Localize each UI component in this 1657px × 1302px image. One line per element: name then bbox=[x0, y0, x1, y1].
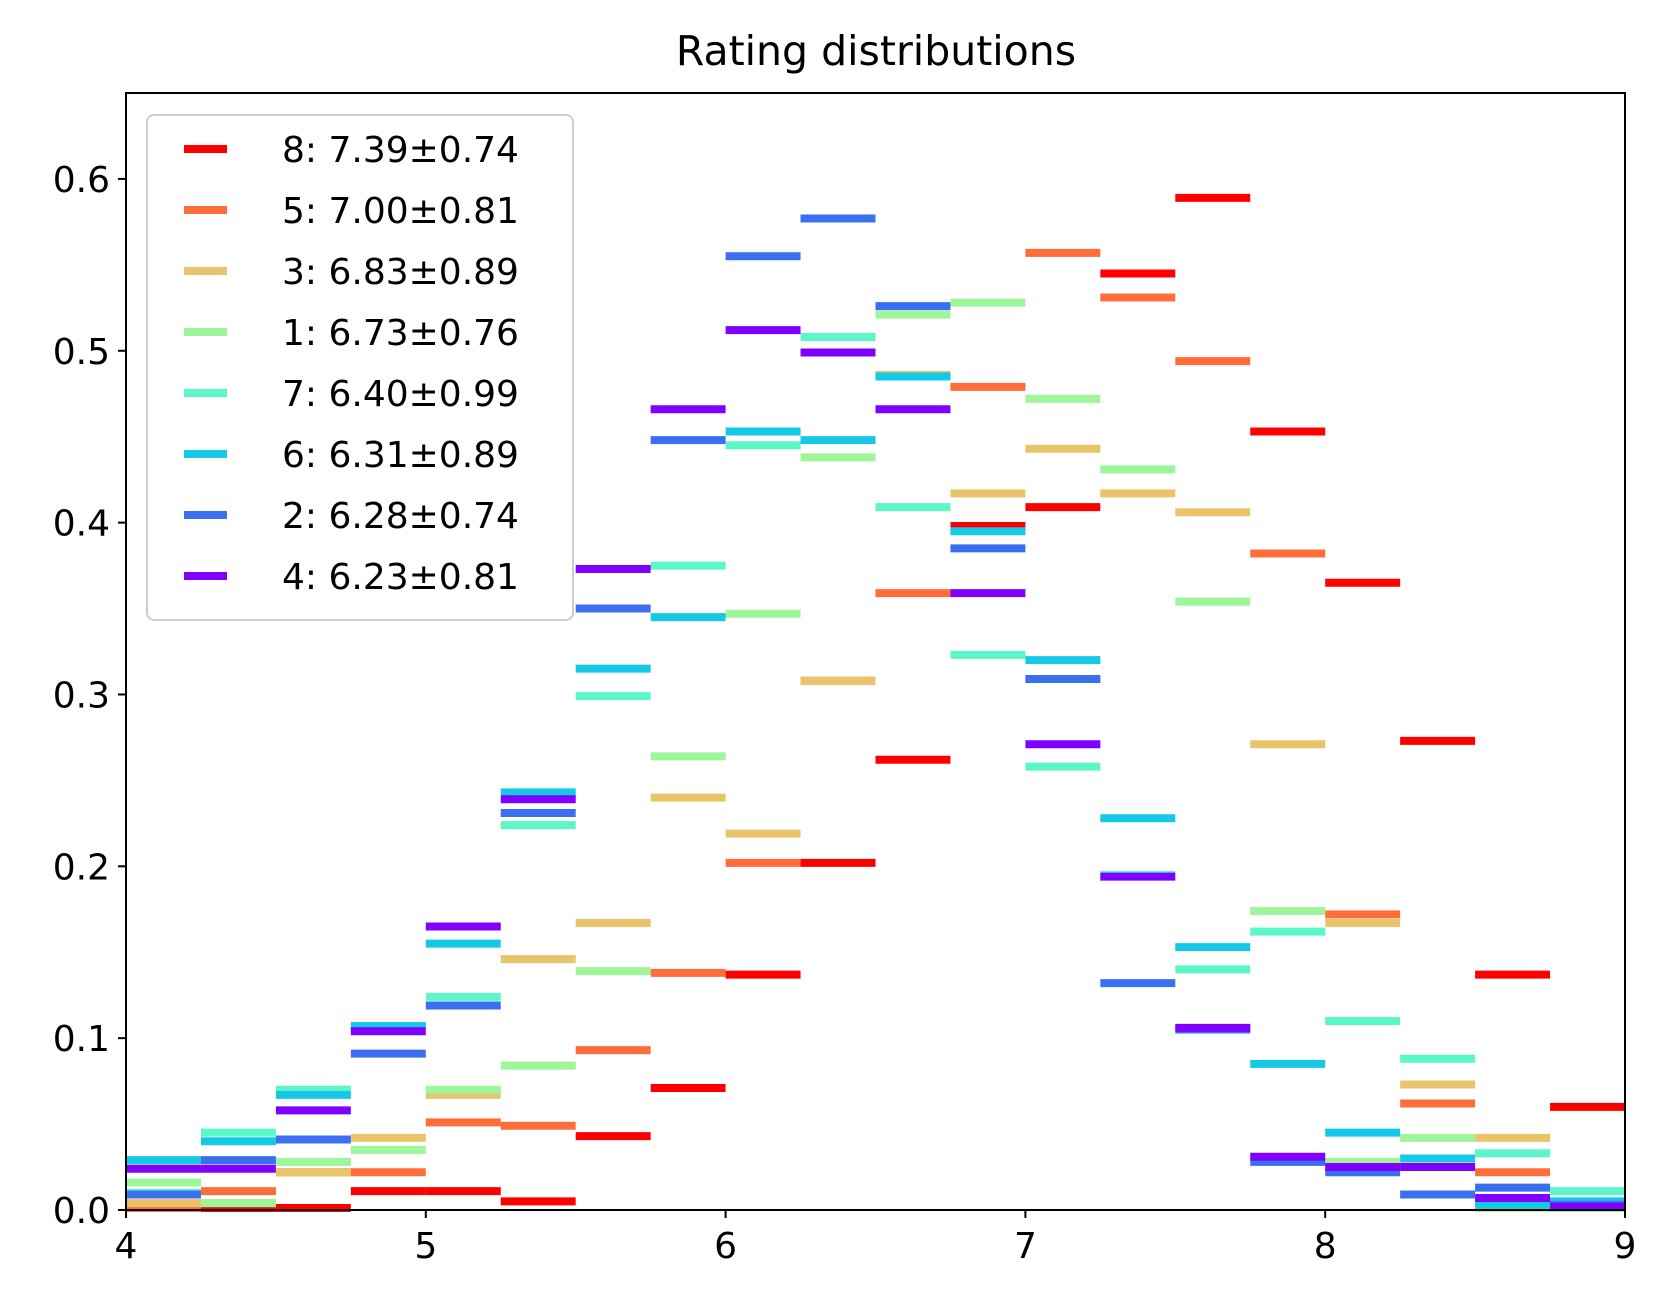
legend-label: 8: 7.39±0.74 bbox=[282, 130, 519, 171]
legend-label: 4: 6.23±0.81 bbox=[282, 557, 519, 598]
series-4 bbox=[126, 298, 1625, 1212]
legend-item: 2: 6.28±0.74 bbox=[184, 496, 519, 537]
series-bars bbox=[126, 193, 1625, 1212]
legend-label: 5: 7.00±0.81 bbox=[282, 191, 519, 232]
x-tick-label: 4 bbox=[115, 1226, 138, 1267]
legend-item: 5: 7.00±0.81 bbox=[184, 191, 519, 232]
legend-item: 1: 6.73±0.76 bbox=[184, 313, 519, 354]
legend-label: 2: 6.28±0.74 bbox=[282, 496, 519, 537]
y-tick-label: 0.5 bbox=[53, 332, 110, 373]
y-axis: 0.0 0.1 0.2 0.3 0.4 0.5 0.6 bbox=[53, 160, 126, 1232]
legend-item: 8: 7.39±0.74 bbox=[184, 130, 519, 171]
x-tick-label: 9 bbox=[1614, 1226, 1637, 1267]
series-8 bbox=[126, 326, 1625, 1211]
legend-label: 1: 6.73±0.76 bbox=[282, 313, 519, 354]
x-tick-label: 8 bbox=[1314, 1226, 1337, 1267]
x-tick-label: 6 bbox=[714, 1226, 737, 1267]
legend-label: 6: 6.31±0.89 bbox=[282, 435, 519, 476]
legend-item: 7: 6.40±0.99 bbox=[184, 374, 519, 415]
series-7 bbox=[126, 214, 1625, 1209]
y-tick-label: 0.6 bbox=[53, 160, 110, 201]
x-tick-label: 7 bbox=[1014, 1226, 1037, 1267]
y-tick-label: 0.3 bbox=[53, 675, 110, 716]
y-tick-label: 0.0 bbox=[53, 1191, 110, 1232]
y-tick-label: 0.2 bbox=[53, 847, 110, 888]
legend-label: 3: 6.83±0.89 bbox=[282, 252, 519, 293]
x-axis: 4 5 6 7 8 9 bbox=[115, 1210, 1637, 1267]
legend-item: 4: 6.23±0.81 bbox=[184, 557, 519, 598]
x-tick-label: 5 bbox=[414, 1226, 437, 1267]
legend-item: 6: 6.31±0.89 bbox=[184, 435, 519, 476]
chart-title: Rating distributions bbox=[676, 27, 1076, 75]
legend: 8: 7.39±0.74 5: 7.00±0.81 3: 6.83±0.89 1: 6… bbox=[146, 114, 574, 621]
plot-frame bbox=[125, 92, 1626, 1211]
y-tick-label: 0.1 bbox=[53, 1019, 110, 1060]
legend-box bbox=[146, 114, 574, 621]
series-1 bbox=[126, 193, 1625, 1212]
legend-label: 7: 6.40±0.99 bbox=[282, 374, 519, 415]
y-tick-label: 0.4 bbox=[53, 504, 110, 545]
legend-item: 3: 6.83±0.89 bbox=[184, 252, 519, 293]
legend-items: 8: 7.39±0.74 5: 7.00±0.81 3: 6.83±0.89 1: 6… bbox=[184, 130, 519, 598]
